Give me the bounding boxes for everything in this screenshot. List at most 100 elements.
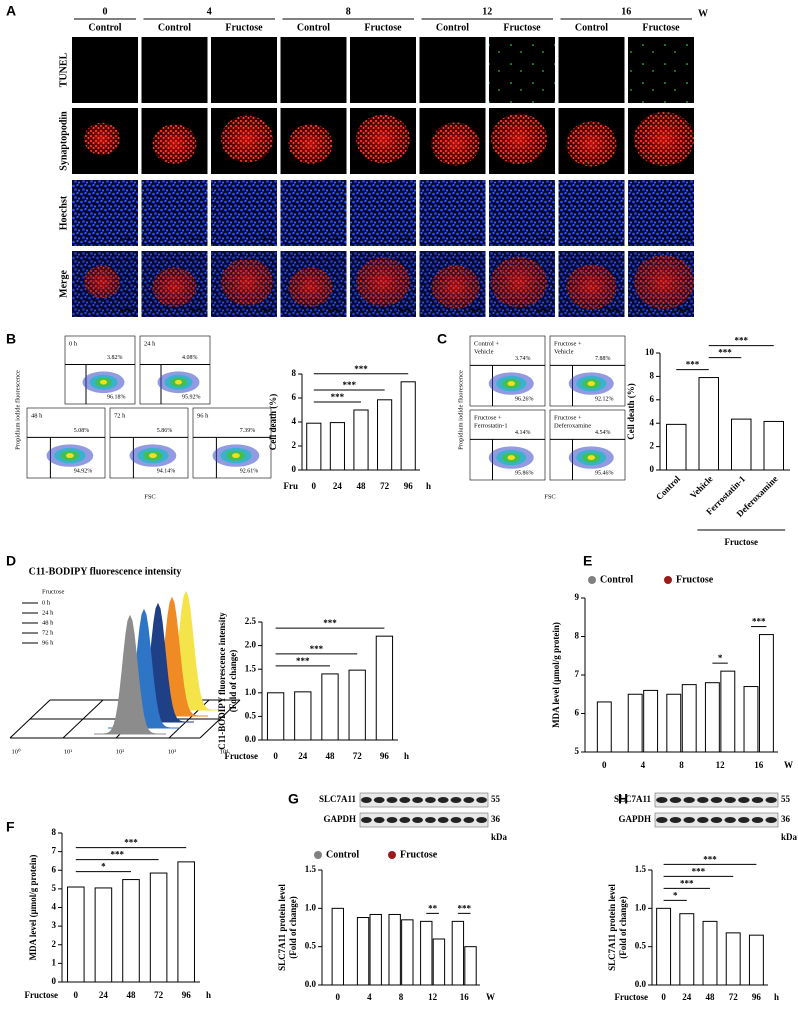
significance-label: *** [110, 850, 124, 860]
blot-band [437, 797, 449, 803]
blot-band [765, 817, 777, 823]
x-tick-label: 12 [428, 992, 438, 1002]
legend-title: Fructose [42, 588, 65, 595]
gate-percent: 95.86% [515, 470, 534, 476]
x-tick-label: 0 [273, 751, 278, 761]
bar [266, 692, 285, 741]
bar [420, 920, 433, 986]
bar [432, 938, 446, 986]
nuclei [280, 180, 347, 246]
glomerulus-texture [84, 122, 120, 156]
bar [698, 377, 719, 471]
glomerulus-texture [431, 122, 480, 166]
y-tick-label: 5 [52, 883, 57, 893]
event-density [507, 455, 515, 461]
glomerulus-texture [221, 115, 273, 163]
time-header: 0 [103, 6, 108, 17]
significance-label: *** [354, 364, 368, 374]
y-axis-label: MDA level (μmol/g protein) [551, 622, 561, 728]
significance-label: *** [310, 644, 324, 654]
column-header: Fructose [364, 22, 402, 33]
significance-label: * [101, 862, 106, 872]
legend-label: 0 h [42, 599, 51, 606]
x-tick-label: 16 [460, 992, 470, 1002]
blot-band [386, 797, 398, 803]
significance-label: ** [428, 903, 438, 913]
nuclei [211, 180, 277, 246]
significance-label: *** [124, 838, 138, 848]
nuclei [628, 180, 694, 246]
flow-label: Fructose + [554, 414, 582, 421]
glomerulus-texture [152, 124, 197, 164]
x-tick-label: 96 [404, 481, 414, 491]
x-tick-label: 48 [357, 481, 367, 491]
y-tick-label: 10 [645, 347, 655, 357]
bar [704, 682, 720, 753]
x-tick-label: 8 [679, 760, 684, 770]
glomerulus-texture [566, 121, 617, 167]
panel-letter: E [583, 553, 592, 569]
micrograph [141, 37, 208, 103]
y-tick-label: 8 [292, 368, 297, 378]
flow-label: Control + [474, 340, 499, 347]
y-tick-label: 9 [575, 592, 580, 602]
gate-percent: 92.12% [595, 396, 614, 402]
bar [177, 861, 195, 983]
x-tick-label: Vehicle [688, 474, 715, 501]
blot-band [399, 797, 411, 803]
x-tick-label: 24 [333, 481, 343, 491]
x-tick-label: 24 [682, 992, 692, 1002]
y-tick-label: 2 [650, 441, 655, 451]
blot-strip [359, 792, 489, 808]
x-tick-label: 96 [182, 990, 192, 1000]
glomerulus-texture [431, 265, 480, 309]
x-tick-label: 4 [367, 992, 372, 1002]
bar [731, 418, 752, 471]
time-header: 8 [346, 6, 351, 17]
y-axis-label: (Fold of change) [618, 896, 628, 959]
nuclei [72, 180, 138, 246]
x-tick-label: 10² [116, 748, 125, 755]
blot-band [425, 797, 436, 803]
gate-percent: 4.08% [182, 355, 198, 361]
event-density [175, 379, 182, 385]
y-axis-label: MDA level (μmol/g protein) [28, 855, 38, 961]
bar [401, 919, 414, 986]
x-tick-label: 96 [752, 992, 762, 1002]
blot-band [373, 797, 385, 803]
gate-percent: 5.86% [157, 428, 173, 434]
y-tick-label: 6 [292, 392, 297, 402]
y-axis-label: (Fold of change) [288, 896, 298, 959]
significance-label: *** [686, 360, 700, 370]
x-tick-label: 48 [706, 992, 716, 1002]
row-label: Merge [58, 270, 69, 298]
bar [353, 409, 369, 471]
x-tick-label: 96 [380, 751, 390, 761]
blot-band [425, 817, 436, 823]
flow-label: 0 h [69, 340, 78, 347]
bar [743, 686, 759, 753]
y-tick-label: 6 [650, 394, 655, 404]
legend-label: 96 h [42, 639, 54, 646]
bar [329, 422, 345, 471]
row-label: Hoechst [58, 195, 69, 230]
x-axis-prefix: Fructose [25, 990, 59, 1000]
column-header: Control [575, 22, 608, 33]
column-header: Control [436, 22, 469, 33]
flow-label: Vehicle [474, 348, 494, 355]
column-header: Control [158, 22, 191, 33]
y-tick-label: 2.5 [245, 616, 257, 626]
y-tick-label: 8 [575, 631, 580, 641]
bar [122, 879, 140, 983]
bar [725, 932, 741, 986]
panel-letter: B [6, 331, 16, 347]
flow-label: Deferoxamine [554, 422, 591, 429]
legend-label: Fructose [400, 849, 438, 860]
x-tick-label: 0 [336, 992, 341, 1002]
y-tick-label: 0.0 [305, 979, 317, 989]
flow-label: 48 h [31, 412, 43, 419]
blot-label: SLC7A11 [319, 794, 357, 804]
bar [702, 920, 718, 986]
bar [464, 946, 477, 986]
y-tick-label: 2 [292, 440, 297, 450]
